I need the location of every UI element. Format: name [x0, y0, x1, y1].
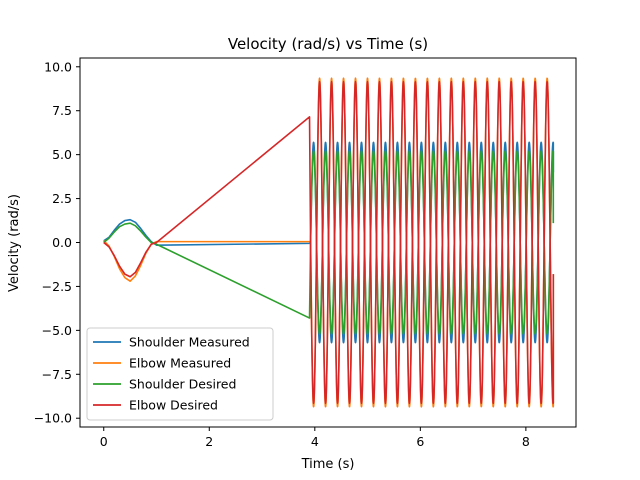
- y-tick-label: −7.5: [42, 367, 72, 382]
- y-axis-ticks: −10.0 −7.5 −5.0 −2.5 0.0 2.5 5.0 7.5 10.0: [34, 59, 80, 426]
- y-tick-label: 10.0: [44, 59, 72, 74]
- y-tick-label: −2.5: [42, 279, 72, 294]
- y-tick-label: −5.0: [42, 323, 72, 338]
- x-tick-label: 2: [205, 434, 213, 449]
- x-tick-label: 4: [311, 434, 319, 449]
- x-tick-label: 6: [416, 434, 424, 449]
- legend-box: [86, 327, 274, 421]
- legend-label: Shoulder Desired: [129, 377, 236, 392]
- legend-label: Elbow Measured: [129, 356, 231, 371]
- y-tick-label: 7.5: [52, 103, 72, 118]
- y-tick-label: 2.5: [52, 191, 72, 206]
- series-line-elbow-desired: [103, 80, 555, 405]
- x-axis-label: Time (s): [301, 457, 355, 472]
- y-tick-label: 5.0: [52, 147, 72, 162]
- x-tick-label: 0: [100, 434, 108, 449]
- y-tick-label: −10.0: [34, 411, 72, 426]
- legend: Shoulder Measured Elbow Measured Shoulder …: [86, 327, 274, 421]
- series-line-shoulder-desired: [103, 150, 555, 335]
- chart-title: Velocity (rad/s) vs Time (s): [228, 35, 428, 53]
- x-axis-ticks: 0 2 4 6 8: [100, 427, 530, 449]
- y-axis-label: Velocity (rad/s): [7, 194, 22, 292]
- x-tick-label: 8: [522, 434, 530, 449]
- legend-label: Shoulder Measured: [129, 335, 250, 350]
- legend-label: Elbow Desired: [129, 398, 218, 413]
- y-tick-label: 0.0: [52, 235, 72, 250]
